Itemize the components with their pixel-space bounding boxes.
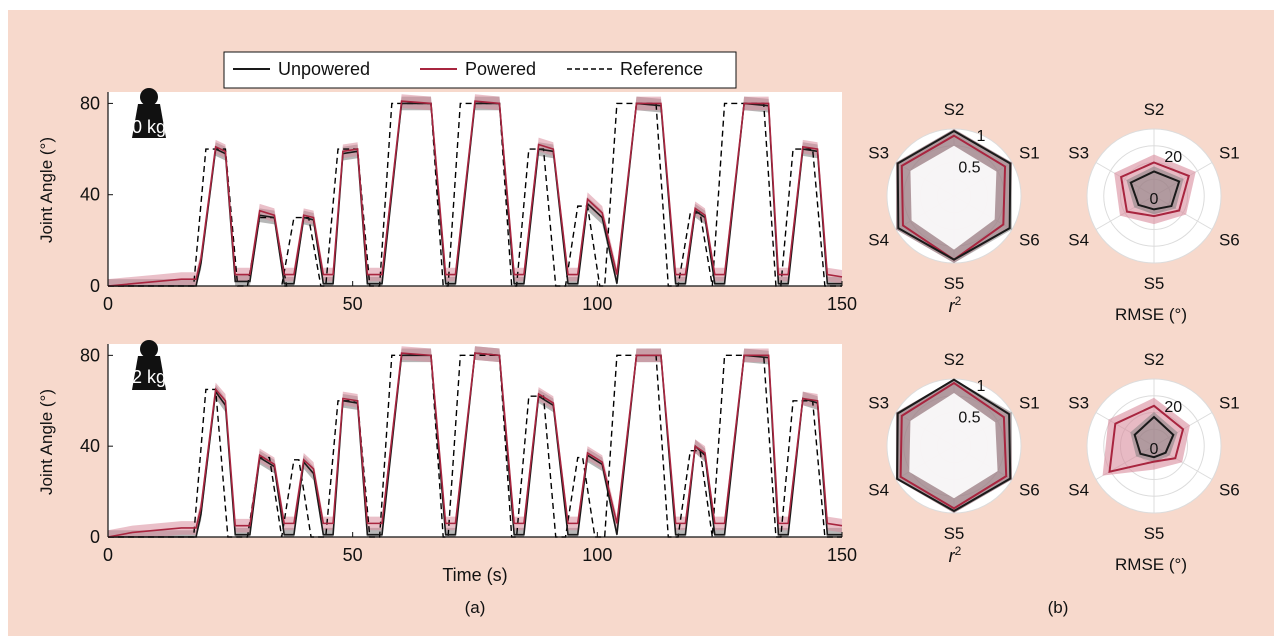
radar-r2-2kg: S2 S1 S6 S5 S4 S3 0.5 1 xyxy=(868,350,1039,543)
plot-area-0kg xyxy=(108,92,842,286)
radar-axis-label: S3 xyxy=(868,144,889,163)
radar-axis-label: S2 xyxy=(944,100,965,119)
legend-label-powered: Powered xyxy=(465,59,536,79)
radar-line-powered xyxy=(1108,404,1185,473)
x-tick-label: 0 xyxy=(103,545,113,565)
x-tick-label: 50 xyxy=(343,545,363,565)
weight-label-0kg: 0 kg xyxy=(132,117,166,137)
series-line-powered xyxy=(107,352,843,538)
radar-axis-label: S3 xyxy=(868,394,889,413)
radar-tick-label: 0 xyxy=(1150,191,1159,208)
radar-axis-label: S2 xyxy=(1144,350,1165,369)
radar-rmse-0kg: S2 S1 S6 S5 S4 S3 0 20 xyxy=(1068,100,1239,293)
rmse-label-0kg: RMSE (°) xyxy=(1115,305,1187,324)
r2-label-0kg: r2 xyxy=(949,294,962,316)
time-series-0kg: 0 50 100 150 0 40 80 0 kg Joint Angle (°) xyxy=(37,88,857,314)
y-tick-label: 0 xyxy=(90,276,100,296)
radar-axis-label: S1 xyxy=(1019,394,1040,413)
x-tick-label: 50 xyxy=(343,294,363,314)
legend-label-reference: Reference xyxy=(620,59,703,79)
y-tick-label: 0 xyxy=(90,527,100,547)
radar-axis-label: S4 xyxy=(1068,481,1089,500)
radar-axis-label: S4 xyxy=(868,231,889,250)
radar-axis-label: S1 xyxy=(1019,144,1040,163)
plot-area-2kg xyxy=(108,344,842,537)
radar-tick-label: 0 xyxy=(1150,441,1159,458)
panel-label-b: (b) xyxy=(1048,598,1069,617)
radar-line-unpowered xyxy=(896,129,1012,261)
x-tick-label: 100 xyxy=(582,294,612,314)
radar-axis-label: S1 xyxy=(1219,394,1240,413)
radar-line-powered xyxy=(1120,161,1191,218)
ticks-0kg: 0 50 100 150 0 40 80 xyxy=(80,93,857,314)
radar-axis-label: S2 xyxy=(1144,100,1165,119)
y-tick-label: 40 xyxy=(80,185,100,205)
radar-band-unpowered xyxy=(1130,411,1178,463)
radar-tick-label: 0.5 xyxy=(958,160,980,177)
radar-axis-label: S3 xyxy=(1068,394,1089,413)
x-tick-label: 0 xyxy=(103,294,113,314)
radar-rmse-2kg: S2 S1 S6 S5 S4 S3 0 20 xyxy=(1068,350,1239,543)
radar-axis-label: S2 xyxy=(944,350,965,369)
figure-background: Unpowered Powered Reference 0 50 100 150 0 40… xyxy=(8,10,1274,636)
x-tick-label: 100 xyxy=(582,545,612,565)
y-axis-label-2kg: Joint Angle (°) xyxy=(37,389,56,495)
panel-label-a: (a) xyxy=(465,598,486,617)
radar-r2-0kg: S2 S1 S6 S5 S4 S3 0.5 1 xyxy=(868,100,1039,293)
radar-tick-label: 20 xyxy=(1164,149,1182,166)
radar-axis-label: S5 xyxy=(944,274,965,293)
radar-axis-label: S6 xyxy=(1019,231,1040,250)
legend: Unpowered Powered Reference xyxy=(223,51,737,89)
radar-axis-label: S4 xyxy=(1068,231,1089,250)
radar-line-unpowered xyxy=(896,378,1012,513)
radar-inner xyxy=(910,145,997,250)
radar-tick-label: 1 xyxy=(976,128,985,145)
r2-label-2kg: r2 xyxy=(949,544,962,566)
weight-icon-0kg xyxy=(132,88,166,138)
radar-axis-label: S5 xyxy=(1144,274,1165,293)
radar-axis-label: S6 xyxy=(1019,481,1040,500)
y-tick-label: 80 xyxy=(80,345,100,365)
x-tick-label: 150 xyxy=(827,294,857,314)
y-tick-label: 80 xyxy=(80,93,100,113)
radar-axis-label: S6 xyxy=(1219,481,1240,500)
radar-tick-label: 1 xyxy=(976,378,985,395)
radar-line-powered xyxy=(899,381,1008,510)
radar-tick-label: 0.5 xyxy=(958,410,980,427)
rmse-label-2kg: RMSE (°) xyxy=(1115,555,1187,574)
series-line-powered xyxy=(107,100,843,287)
radar-line-unpowered xyxy=(1133,415,1175,459)
x-axis-label: Time (s) xyxy=(442,565,507,585)
ticks-2kg: 0 50 100 150 0 40 80 xyxy=(80,345,857,565)
radar-axis-label: S1 xyxy=(1219,144,1240,163)
x-tick-label: 150 xyxy=(827,545,857,565)
radar-axis-label: S5 xyxy=(944,524,965,543)
radar-axis-label: S3 xyxy=(1068,144,1089,163)
radar-inner xyxy=(909,393,998,499)
figure-canvas: Unpowered Powered Reference 0 50 100 150040… xyxy=(37,51,1240,617)
weight-icon-2kg xyxy=(132,340,166,390)
radar-axis-label: S6 xyxy=(1219,231,1240,250)
weight-label-2kg: 2 kg xyxy=(132,367,166,387)
error-bands-2kg xyxy=(108,346,842,537)
radar-axis-label: S4 xyxy=(868,481,889,500)
band-powered xyxy=(108,346,842,537)
time-series-2kg: 0 50 100 150 0 40 80 2 kg Joint Angle (°) Time… xyxy=(37,340,857,585)
radar-axis-label: S5 xyxy=(1144,524,1165,543)
radar-line-unpowered xyxy=(1129,170,1181,211)
radar-tick-label: 20 xyxy=(1164,399,1182,416)
y-axis-label-0kg: Joint Angle (°) xyxy=(37,137,56,243)
y-tick-label: 40 xyxy=(80,436,100,456)
legend-label-unpowered: Unpowered xyxy=(278,59,370,79)
